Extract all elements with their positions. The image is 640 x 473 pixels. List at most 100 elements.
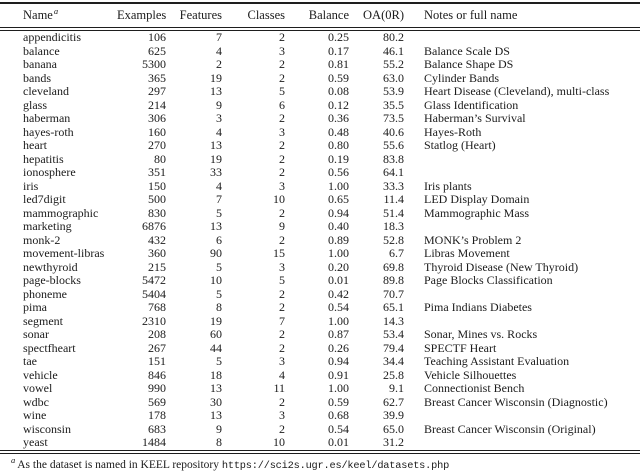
cell-examples: 5300 (142, 58, 166, 72)
cell-examples: 990 (148, 382, 166, 396)
cell-oa-0r: 46.1 (383, 44, 404, 58)
table-row: phoneme 5404 5 2 0.42 70.7 (0, 288, 640, 302)
cell-classes: 2 (279, 287, 285, 301)
cell-classes: 3 (279, 355, 285, 369)
cell-notes: Teaching Assistant Evaluation (424, 355, 570, 369)
table-row: bands 365 19 2 0.59 63.0 Cylinder Bands (0, 72, 640, 86)
cell-balance: 0.54 (328, 301, 349, 315)
cell-balance: 0.59 (328, 71, 349, 85)
cell-examples: 360 (148, 247, 166, 261)
cell-balance: 0.01 (285, 436, 349, 454)
cell-oa-0r: 70.7 (383, 287, 404, 301)
cell-classes: 2 (279, 152, 285, 166)
cell-features: 44 (210, 341, 222, 355)
cell-notes: Balance Shape DS (424, 58, 514, 72)
cell-classes: 2 (279, 301, 285, 315)
cell-balance: 1.00 (328, 247, 349, 261)
cell-name: phoneme (23, 287, 67, 301)
table-row: monk-2 432 6 2 0.89 52.8 MONK’s Problem 2 (0, 234, 640, 248)
cell-oa-0r: 89.8 (383, 274, 404, 288)
table-row: haberman 306 3 2 0.36 73.5 Haberman’s Survival (0, 112, 640, 126)
column-header-features: Features (166, 3, 222, 31)
cell-classes: 3 (279, 409, 285, 423)
cell-features: 7 (216, 193, 222, 207)
cell-oa-0r: 33.3 (383, 179, 404, 193)
cell-notes: Pima Indians Diabetes (424, 301, 532, 315)
cell-notes: Mammographic Mass (424, 206, 529, 220)
cell-notes: Iris plants (424, 179, 472, 193)
cell-examples: 306 (148, 112, 166, 126)
cell-features: 90 (210, 247, 222, 261)
cell-oa-0r: 55.6 (383, 139, 404, 153)
cell-notes: Breast Cancer Wisconsin (Diagnostic) (424, 395, 608, 409)
cell-classes: 2 (279, 233, 285, 247)
cell-balance: 0.20 (328, 260, 349, 274)
cell-balance: 0.19 (328, 152, 349, 166)
cell-name: balance (23, 44, 60, 58)
cell-features: 5 (216, 287, 222, 301)
cell-examples: 178 (148, 409, 166, 423)
cell-features: 4 (216, 44, 222, 58)
table-row: marketing 6876 13 9 0.40 18.3 (0, 220, 640, 234)
table-row: cleveland 297 13 5 0.08 53.9 Heart Disease (Cl… (0, 85, 640, 99)
cell-oa-0r: 80.2 (383, 30, 404, 45)
cell-name: heart (23, 139, 47, 153)
cell-classes: 5 (279, 274, 285, 288)
cell-name: vehicle (23, 368, 58, 382)
column-header-classes: Classes (222, 3, 285, 31)
cell-examples: 351 (148, 166, 166, 180)
cell-balance: 0.40 (328, 220, 349, 234)
cell-features: 5 (216, 355, 222, 369)
table-row: wine 178 13 3 0.68 39.9 (0, 409, 640, 423)
cell-oa-0r: 11.4 (383, 193, 404, 207)
cell-classes: 10 (222, 436, 285, 454)
cell-classes: 2 (279, 341, 285, 355)
cell-notes (404, 153, 640, 167)
table-body: appendicitis 106 7 2 0.25 80.2 balance 625 4 3 0.1… (0, 29, 640, 454)
table-row: led7digit 500 7 10 0.65 11.4 LED Display Domai… (0, 193, 640, 207)
cell-name: marketing (23, 220, 72, 234)
cell-notes: Heart Disease (Cleveland), multi-class (424, 85, 610, 99)
datasets-table: Namea Examples Features Classes Balance OA(0R… (0, 2, 640, 454)
cell-balance: 0.17 (328, 44, 349, 58)
cell-balance: 0.56 (328, 166, 349, 180)
cell-notes: Balance Scale DS (424, 44, 510, 58)
footnote-url[interactable]: https://sci2s.ugr.es/keel/datasets.php (221, 459, 450, 472)
table-row: hepatitis 80 19 2 0.19 83.8 (0, 153, 640, 167)
cell-classes: 3 (279, 260, 285, 274)
cell-features: 19 (210, 152, 222, 166)
cell-classes: 6 (279, 98, 285, 112)
cell-features: 13 (210, 382, 222, 396)
cell-name: sonar (23, 328, 49, 342)
cell-classes: 5 (279, 85, 285, 99)
cell-oa-0r: 25.8 (383, 368, 404, 382)
cell-name: wisconsin (23, 422, 71, 436)
cell-classes: 2 (279, 422, 285, 436)
cell-notes: Cylinder Bands (424, 71, 499, 85)
cell-balance: 0.54 (328, 422, 349, 436)
cell-oa-0r: 6.7 (389, 247, 404, 261)
table-row: wdbc 569 30 2 0.59 62.7 Breast Cancer Wisconsi… (0, 396, 640, 410)
cell-classes: 2 (279, 328, 285, 342)
cell-name: banana (23, 58, 57, 72)
cell-notes (404, 220, 640, 234)
cell-oa-0r: 73.5 (383, 112, 404, 126)
cell-oa-0r: 64.1 (383, 166, 404, 180)
cell-examples: 432 (148, 233, 166, 247)
column-header-oa-0r: OA(0R) (349, 3, 404, 31)
table-row: iris 150 4 3 1.00 33.3 Iris plants (0, 180, 640, 194)
cell-balance: 0.87 (328, 328, 349, 342)
table-row: yeast 1484 8 10 0.01 31.2 (0, 436, 640, 454)
footnote-text: As the dataset is named in KEEL reposito… (17, 458, 222, 471)
cell-oa-0r: 14.3 (383, 314, 404, 328)
cell-notes: Thyroid Disease (New Thyroid) (424, 260, 579, 274)
table-row: glass 214 9 6 0.12 35.5 Glass Identification (0, 99, 640, 113)
cell-examples: 569 (148, 395, 166, 409)
cell-name: iris (23, 179, 39, 193)
cell-examples: 768 (148, 301, 166, 315)
table-row: segment 2310 19 7 1.00 14.3 (0, 315, 640, 329)
cell-classes: 9 (279, 220, 285, 234)
cell-features: 9 (216, 422, 222, 436)
cell-notes: Libras Movement (424, 247, 510, 261)
